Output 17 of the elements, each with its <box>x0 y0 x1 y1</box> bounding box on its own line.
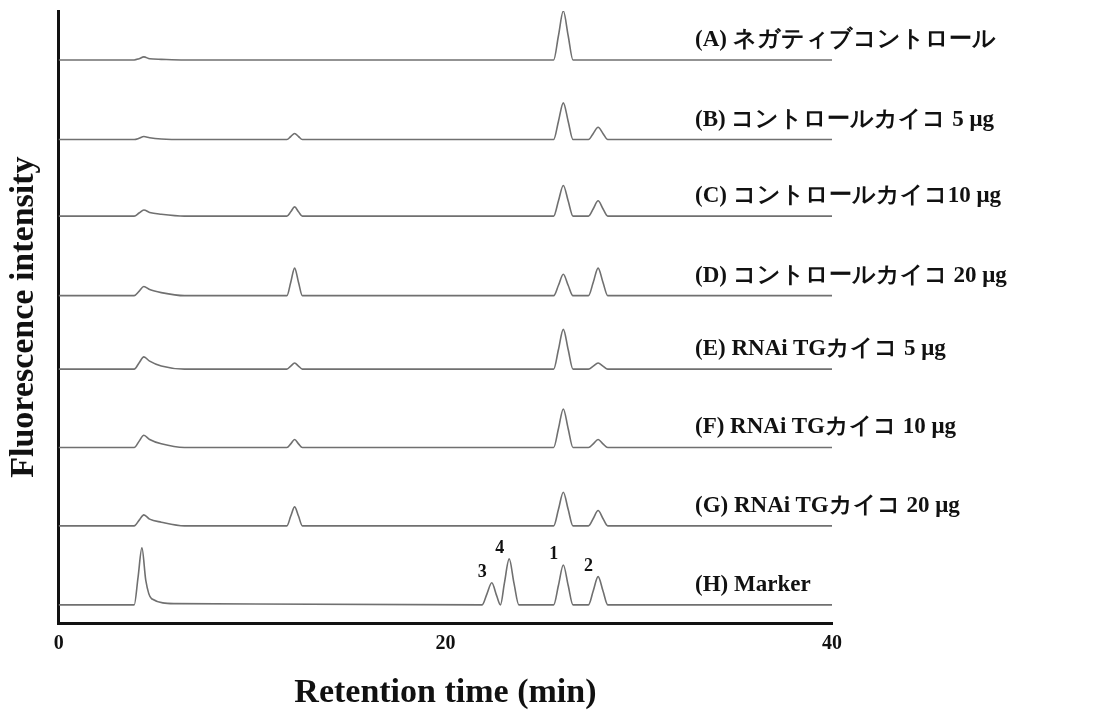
series-label: (H) Marker <box>695 570 811 596</box>
series-label: (E) RNAi TGカイコ 5 μg <box>695 335 947 361</box>
annotation: 1 <box>549 543 559 564</box>
x-axis-title: Retention time (min) <box>294 672 597 711</box>
series-label: (B) コントロールカイコ 5 μg <box>695 105 995 131</box>
y-axis-title: Fluorescence intensity <box>3 156 41 478</box>
series-label: (F) RNAi TGカイコ 10 μg <box>695 413 957 439</box>
x-tick-label: 0 <box>53 631 64 654</box>
series-label: (C) コントロールカイコ10 μg <box>695 182 1002 208</box>
annotation: 2 <box>584 554 594 575</box>
annotation: 3 <box>477 560 487 581</box>
series-label: (D) コントロールカイコ 20 μg <box>695 261 1008 287</box>
annotation: 4 <box>495 536 505 557</box>
x-tick-label: 40 <box>822 631 842 654</box>
x-tick-label: 20 <box>435 631 456 654</box>
series-label: (A) ネガティブコントロール <box>695 25 996 51</box>
series-label: (G) RNAi TGカイコ 20 μg <box>695 491 961 517</box>
